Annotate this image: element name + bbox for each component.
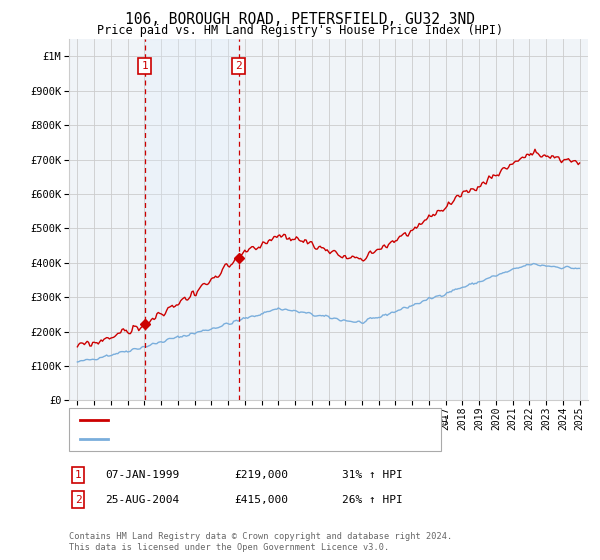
Text: 2: 2 [236,61,242,71]
Text: This data is licensed under the Open Government Licence v3.0.: This data is licensed under the Open Gov… [69,543,389,552]
Text: 31% ↑ HPI: 31% ↑ HPI [342,470,403,480]
Text: 25-AUG-2004: 25-AUG-2004 [105,494,179,505]
Text: 1: 1 [142,61,148,71]
Text: 1: 1 [74,470,82,480]
Text: 07-JAN-1999: 07-JAN-1999 [105,470,179,480]
Text: Contains HM Land Registry data © Crown copyright and database right 2024.: Contains HM Land Registry data © Crown c… [69,532,452,541]
Text: HPI: Average price, detached house, East Hampshire: HPI: Average price, detached house, East… [114,434,408,444]
Text: 2: 2 [74,494,82,505]
Text: 106, BOROUGH ROAD, PETERSFIELD, GU32 3ND: 106, BOROUGH ROAD, PETERSFIELD, GU32 3ND [125,12,475,27]
Text: 26% ↑ HPI: 26% ↑ HPI [342,494,403,505]
Text: £415,000: £415,000 [234,494,288,505]
Text: Price paid vs. HM Land Registry's House Price Index (HPI): Price paid vs. HM Land Registry's House … [97,24,503,37]
Text: £219,000: £219,000 [234,470,288,480]
Text: 106, BOROUGH ROAD, PETERSFIELD, GU32 3ND (detached house): 106, BOROUGH ROAD, PETERSFIELD, GU32 3ND… [114,415,449,425]
Bar [145,39,239,400]
